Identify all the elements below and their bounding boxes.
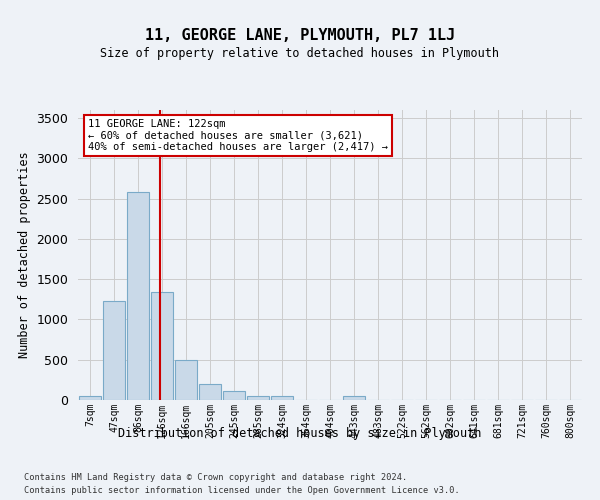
Text: Size of property relative to detached houses in Plymouth: Size of property relative to detached ho…	[101, 48, 499, 60]
Bar	[343, 396, 365, 400]
Text: 11, GEORGE LANE, PLYMOUTH, PL7 1LJ: 11, GEORGE LANE, PLYMOUTH, PL7 1LJ	[145, 28, 455, 42]
Text: Distribution of detached houses by size in Plymouth: Distribution of detached houses by size …	[118, 428, 482, 440]
Text: Contains HM Land Registry data © Crown copyright and database right 2024.: Contains HM Land Registry data © Crown c…	[24, 472, 407, 482]
Bar	[271, 396, 293, 400]
Bar	[199, 384, 221, 400]
Bar	[223, 391, 245, 400]
Bar	[151, 292, 173, 400]
Y-axis label: Number of detached properties: Number of detached properties	[18, 152, 31, 358]
Bar	[175, 360, 197, 400]
Text: 11 GEORGE LANE: 122sqm
← 60% of detached houses are smaller (3,621)
40% of semi-: 11 GEORGE LANE: 122sqm ← 60% of detached…	[88, 118, 388, 152]
Bar	[79, 396, 101, 400]
Bar	[127, 192, 149, 400]
Bar	[247, 396, 269, 400]
Bar	[103, 301, 125, 400]
Text: Contains public sector information licensed under the Open Government Licence v3: Contains public sector information licen…	[24, 486, 460, 495]
